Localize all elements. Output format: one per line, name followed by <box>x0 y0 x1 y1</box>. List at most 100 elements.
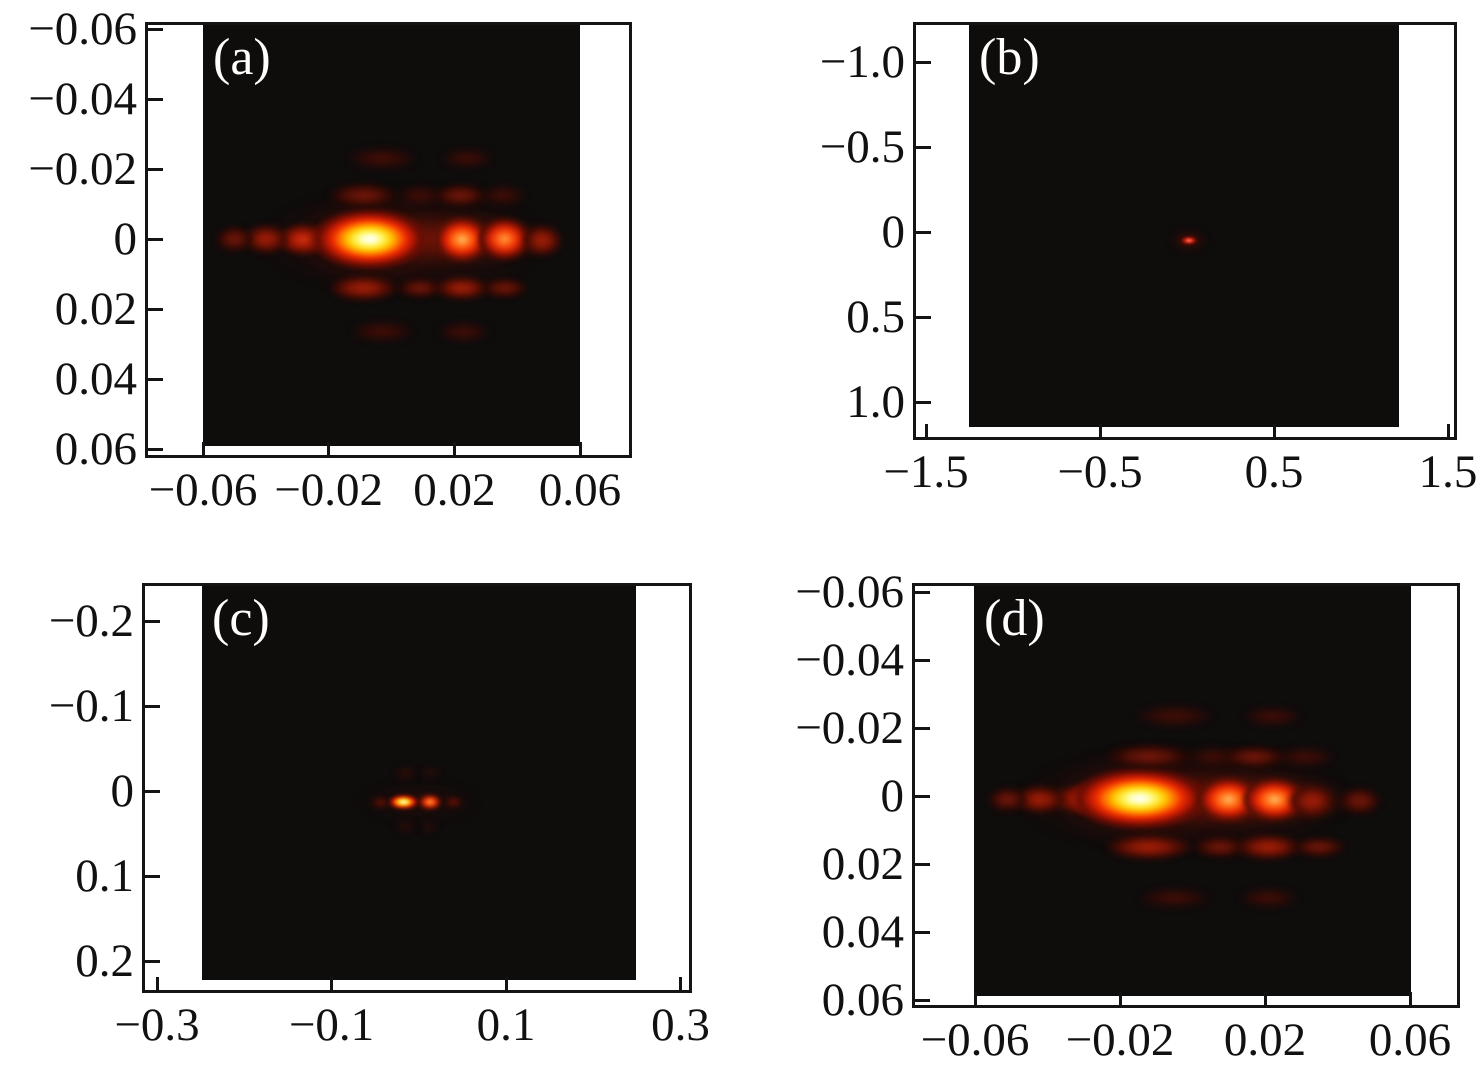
y-axis-tick <box>145 959 160 963</box>
panel-c-heatmap-image: (c) <box>202 586 636 980</box>
y-axis-tick <box>148 97 163 101</box>
y-axis-tick <box>148 167 163 171</box>
y-axis-tick-label: −0.02 <box>795 702 904 754</box>
intensity-blob <box>395 822 417 831</box>
x-axis-tick <box>330 977 333 990</box>
y-axis-tick-label: −1.0 <box>819 36 905 88</box>
x-axis-tick <box>201 442 205 455</box>
x-axis-tick <box>578 442 582 455</box>
x-axis-tick-label: 0.06 <box>538 464 622 516</box>
y-axis-tick-label: 0 <box>880 770 905 822</box>
panel-b-heatmap-image: (b) <box>969 25 1399 427</box>
panel-c-frame: (c) <box>142 583 692 993</box>
intensity-blob <box>443 796 465 808</box>
intensity-blob <box>394 276 445 300</box>
panel-d-heatmap-image: (d) <box>974 586 1411 996</box>
x-axis-tick-label: −0.06 <box>920 1014 1030 1066</box>
intensity-blob <box>417 794 443 810</box>
intensity-blob <box>1134 887 1215 909</box>
y-axis-tick-label: 0.1 <box>75 850 134 902</box>
y-axis-tick-label: −0.2 <box>48 595 134 647</box>
y-axis-tick-label: 0.5 <box>846 291 905 343</box>
y-axis-tick-label: 0 <box>881 206 906 258</box>
x-axis-tick-label: 0.5 <box>1244 446 1304 498</box>
intensity-blob <box>1130 705 1218 727</box>
intensity-blob <box>1284 782 1340 820</box>
y-axis-tick <box>916 400 931 404</box>
intensity-blob <box>435 321 493 342</box>
y-axis-tick <box>145 704 160 708</box>
intensity-blob <box>1236 888 1302 908</box>
intensity-blob <box>344 147 420 170</box>
x-axis-tick <box>1446 424 1450 437</box>
x-axis-tick-label: −0.02 <box>1065 1014 1175 1066</box>
x-axis-tick-label: 0.02 <box>413 464 496 516</box>
y-axis-tick-label: 0.06 <box>54 423 137 475</box>
intensity-blob <box>985 785 1030 813</box>
panel-letter-label-b: (b) <box>979 29 1040 86</box>
y-axis-tick-label: −0.06 <box>795 566 904 618</box>
x-axis-tick <box>1118 992 1122 1005</box>
panel-letter-label-a: (a) <box>213 29 271 86</box>
y-axis-tick <box>915 726 930 730</box>
x-axis-tick-label: 0.02 <box>1223 1014 1307 1066</box>
x-axis-tick <box>1098 424 1102 437</box>
y-axis-tick-label: 0.2 <box>75 935 134 987</box>
intensity-blob <box>420 768 440 778</box>
panel-b-frame: (b) <box>913 22 1457 440</box>
intensity-blob <box>1290 836 1349 858</box>
panel-letter-label-c: (c) <box>212 590 270 647</box>
x-axis-tick <box>452 442 456 455</box>
x-axis-tick-label: 0.06 <box>1368 1014 1452 1066</box>
x-axis-tick-label: −0.1 <box>288 999 375 1051</box>
y-axis-tick-label: −0.02 <box>28 143 137 195</box>
panel-a-heatmap-image: (a) <box>203 25 580 446</box>
intensity-blob <box>347 321 417 343</box>
intensity-blob <box>479 276 530 300</box>
y-axis-tick <box>915 658 930 662</box>
y-axis-tick-label: 1.0 <box>846 376 905 428</box>
intensity-blob <box>369 796 391 808</box>
y-axis-tick <box>148 447 163 451</box>
intensity-blob <box>1101 743 1197 771</box>
intensity-blob <box>308 206 431 272</box>
y-axis-tick <box>915 930 930 934</box>
x-axis-tick <box>1272 424 1276 437</box>
x-axis-tick <box>973 992 977 1005</box>
y-axis-tick-label: 0.04 <box>54 353 137 405</box>
intensity-blob <box>1101 832 1197 862</box>
intensity-blob <box>420 822 438 831</box>
y-axis-tick <box>916 145 931 149</box>
x-axis-tick-label: −0.5 <box>1057 446 1143 498</box>
y-axis-tick-label: 0.04 <box>821 906 904 958</box>
x-axis-tick <box>504 977 508 990</box>
y-axis-tick <box>145 789 160 793</box>
intensity-blob <box>520 223 565 259</box>
panel-a-frame: (a) <box>145 22 632 458</box>
intensity-blob <box>325 274 401 302</box>
intensity-blob <box>1272 746 1338 768</box>
y-axis-tick-label: −0.04 <box>28 73 137 125</box>
y-axis-tick <box>916 230 931 234</box>
x-axis-tick <box>679 977 682 990</box>
x-axis-tick-label: 0.3 <box>651 999 710 1051</box>
x-axis-tick-label: −0.02 <box>274 464 384 516</box>
x-axis-tick <box>1263 992 1267 1005</box>
intensity-blob <box>1179 235 1198 246</box>
y-axis-tick-label: −0.06 <box>28 3 137 55</box>
y-axis-tick-label: 0 <box>113 213 138 265</box>
y-axis-tick <box>148 27 163 31</box>
y-axis-tick <box>916 315 931 319</box>
y-axis-tick <box>145 619 160 623</box>
panel-d-frame: (d) <box>912 583 1460 1008</box>
intensity-blob <box>394 768 417 779</box>
y-axis-tick-label: −0.5 <box>819 121 905 173</box>
x-axis-tick <box>1408 992 1412 1005</box>
x-axis-tick-label: −0.06 <box>148 464 258 516</box>
y-axis-tick-label: 0.02 <box>821 838 904 890</box>
panel-letter-label-d: (d) <box>984 590 1045 647</box>
intensity-blob <box>213 225 255 253</box>
intensity-blob <box>325 181 401 209</box>
y-axis-tick-label: −0.1 <box>48 680 134 732</box>
intensity-blob <box>1067 766 1213 831</box>
